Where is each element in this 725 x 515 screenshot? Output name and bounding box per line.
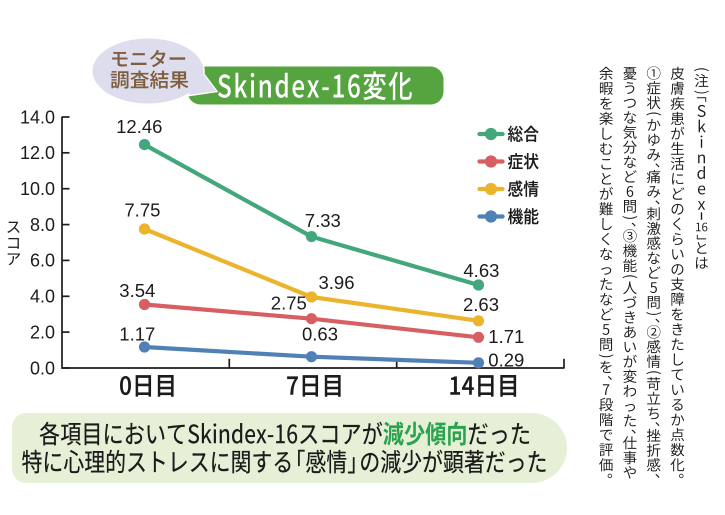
svg-text:3.54: 3.54	[119, 280, 155, 301]
svg-text:10.0: 10.0	[20, 179, 55, 199]
svg-text:12.46: 12.46	[116, 116, 162, 137]
svg-text:3.96: 3.96	[318, 272, 354, 293]
svg-text:2.63: 2.63	[463, 294, 499, 315]
svg-text:1.17: 1.17	[119, 323, 155, 344]
svg-text:2.75: 2.75	[271, 293, 307, 314]
svg-text:2.0: 2.0	[30, 322, 55, 342]
svg-text:0.0: 0.0	[30, 358, 55, 378]
svg-text:12.0: 12.0	[20, 143, 55, 163]
svg-text:0.29: 0.29	[488, 349, 524, 370]
svg-text:4.0: 4.0	[30, 287, 55, 307]
svg-text:7.33: 7.33	[305, 210, 341, 231]
svg-text:7.75: 7.75	[124, 200, 160, 221]
svg-text:0.63: 0.63	[302, 324, 338, 345]
svg-text:6.0: 6.0	[30, 251, 55, 271]
svg-text:14.0: 14.0	[20, 107, 55, 127]
svg-text:8.0: 8.0	[30, 215, 55, 235]
svg-text:1.71: 1.71	[488, 326, 524, 347]
svg-text:4.63: 4.63	[463, 260, 499, 281]
